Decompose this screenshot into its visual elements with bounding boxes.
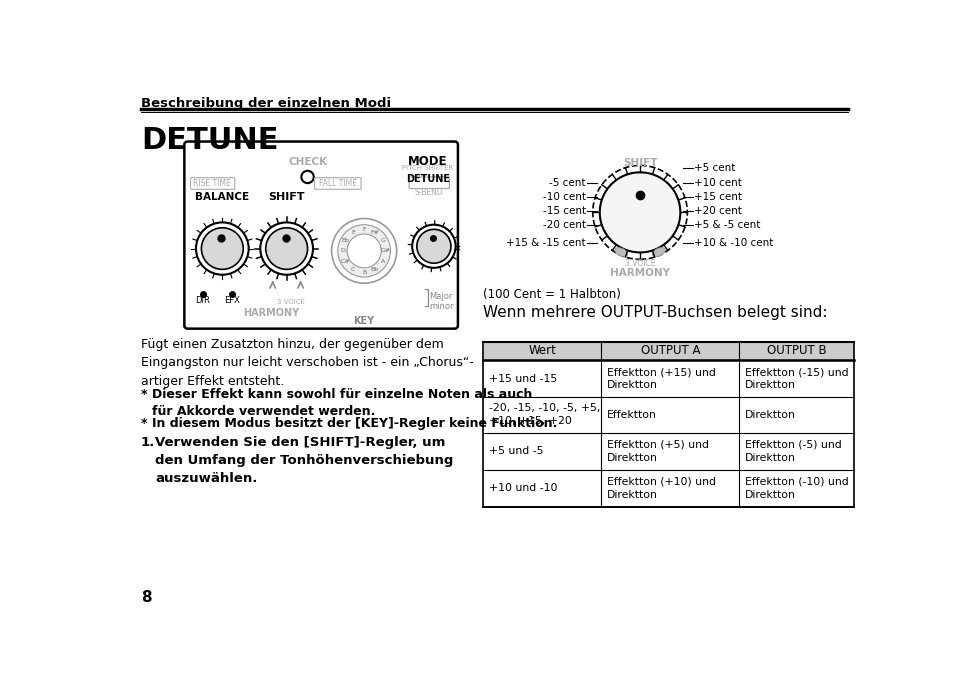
- Ellipse shape: [652, 248, 664, 257]
- Text: G: G: [380, 238, 385, 242]
- Ellipse shape: [614, 248, 627, 257]
- Circle shape: [195, 223, 249, 275]
- Text: HARMONY: HARMONY: [609, 268, 669, 278]
- Text: HARMONY: HARMONY: [243, 308, 299, 318]
- Text: Effektton: Effektton: [606, 410, 656, 420]
- Text: Effektton (+10) und
Direktton: Effektton (+10) und Direktton: [606, 477, 715, 500]
- Circle shape: [592, 166, 686, 259]
- Text: F#: F#: [370, 230, 379, 235]
- Text: G#: G#: [380, 249, 391, 253]
- FancyBboxPatch shape: [191, 178, 234, 189]
- Text: +10 cent: +10 cent: [694, 178, 741, 188]
- Circle shape: [260, 223, 313, 275]
- Text: In diesem Modus besitzt der [KEY]-Regler keine Funktion.: In diesem Modus besitzt der [KEY]-Regler…: [152, 417, 557, 430]
- Text: *: *: [141, 388, 148, 401]
- Text: Effektton (-15) und
Direktton: Effektton (-15) und Direktton: [744, 367, 847, 390]
- Text: +15 und -15: +15 und -15: [488, 373, 557, 384]
- Text: OUTPUT B: OUTPUT B: [766, 344, 825, 357]
- Text: C: C: [351, 267, 355, 272]
- Text: -5 cent: -5 cent: [549, 178, 585, 188]
- Text: Direktton: Direktton: [744, 410, 795, 420]
- Text: Wenn mehrere OUTPUT-Buchsen belegt sind:: Wenn mehrere OUTPUT-Buchsen belegt sind:: [483, 305, 827, 320]
- Text: +10 & -10 cent: +10 & -10 cent: [694, 238, 773, 249]
- Text: SHIFT: SHIFT: [268, 192, 305, 202]
- FancyBboxPatch shape: [409, 177, 449, 189]
- Text: F: F: [362, 227, 366, 232]
- Text: Effektton (+15) und
Direktton: Effektton (+15) und Direktton: [606, 367, 715, 390]
- Text: EFX: EFX: [224, 296, 240, 306]
- Circle shape: [347, 234, 381, 268]
- Text: SHIFT: SHIFT: [622, 158, 657, 168]
- Text: +15 cent: +15 cent: [694, 192, 741, 202]
- Text: +15 & -15 cent: +15 & -15 cent: [506, 238, 585, 249]
- Text: DETUNE: DETUNE: [405, 174, 449, 184]
- Text: (100 Cent = 1 Halbton): (100 Cent = 1 Halbton): [483, 288, 620, 301]
- Text: +5 & -5 cent: +5 & -5 cent: [694, 221, 760, 230]
- Text: +5 cent: +5 cent: [694, 163, 735, 172]
- Circle shape: [416, 230, 451, 263]
- Text: +10 und -10: +10 und -10: [488, 483, 557, 493]
- Text: 3 VOICE: 3 VOICE: [276, 299, 304, 305]
- Text: 8: 8: [141, 589, 152, 605]
- Text: Bb: Bb: [371, 267, 378, 272]
- Text: C#: C#: [340, 259, 350, 264]
- Text: 1.: 1.: [141, 437, 155, 449]
- Text: B: B: [361, 270, 366, 275]
- Text: Beschreibung der einzelnen Modi: Beschreibung der einzelnen Modi: [141, 97, 391, 110]
- Circle shape: [412, 225, 456, 268]
- Text: -20, -15, -10, -5, +5,
+10, +15, +20: -20, -15, -10, -5, +5, +10, +15, +20: [488, 403, 599, 426]
- Circle shape: [301, 171, 314, 183]
- Text: Major: Major: [429, 293, 452, 301]
- FancyBboxPatch shape: [184, 141, 457, 329]
- Text: KEY: KEY: [354, 316, 375, 325]
- Text: OUTPUT A: OUTPUT A: [639, 344, 700, 357]
- Bar: [483, 342, 853, 361]
- Circle shape: [599, 172, 679, 253]
- Text: -15 cent: -15 cent: [542, 206, 585, 216]
- Text: Effektton (-10) und
Direktton: Effektton (-10) und Direktton: [744, 477, 847, 500]
- Circle shape: [266, 227, 307, 270]
- Text: Effektton (-5) und
Direktton: Effektton (-5) und Direktton: [744, 439, 841, 462]
- Text: MODE: MODE: [408, 155, 447, 168]
- Circle shape: [337, 225, 390, 277]
- Text: PITCH SHIFTER: PITCH SHIFTER: [402, 166, 453, 171]
- Circle shape: [332, 219, 396, 283]
- Text: Effektton (+5) und
Direktton: Effektton (+5) und Direktton: [606, 439, 708, 462]
- Text: Fügt einen Zusatzton hinzu, der gegenüber dem
Eingangston nur leicht verschoben : Fügt einen Zusatzton hinzu, der gegenübe…: [141, 338, 474, 388]
- Text: CHECK: CHECK: [288, 157, 327, 167]
- Text: E: E: [351, 230, 355, 235]
- Text: Verwenden Sie den [SHIFT]-Regler, um
den Umfang der Tonhöhenverschiebung
auszuwä: Verwenden Sie den [SHIFT]-Regler, um den…: [154, 437, 453, 485]
- Text: +5 und -5: +5 und -5: [488, 446, 543, 456]
- FancyBboxPatch shape: [314, 178, 360, 189]
- Text: Eb: Eb: [341, 238, 349, 242]
- Bar: [483, 342, 853, 507]
- Text: *: *: [141, 417, 148, 430]
- Text: D: D: [339, 249, 345, 253]
- Text: S-BEND: S-BEND: [415, 187, 443, 197]
- Text: RISE TIME: RISE TIME: [193, 179, 231, 187]
- Text: Dieser Effekt kann sowohl für einzelne Noten als auch
für Akkorde verwendet werd: Dieser Effekt kann sowohl für einzelne N…: [152, 388, 532, 418]
- Text: A: A: [380, 259, 385, 264]
- Circle shape: [201, 227, 243, 270]
- Text: -20 cent: -20 cent: [542, 221, 585, 230]
- Text: FALL TIME: FALL TIME: [318, 179, 356, 187]
- Text: -10 cent: -10 cent: [542, 192, 585, 202]
- Text: 3 VOICE: 3 VOICE: [624, 259, 655, 268]
- Text: minor: minor: [429, 302, 454, 312]
- Text: DIR: DIR: [195, 296, 211, 306]
- Text: DETUNE: DETUNE: [141, 126, 278, 155]
- Text: Wert: Wert: [528, 344, 556, 357]
- Text: BALANCE: BALANCE: [195, 192, 249, 202]
- Text: +20 cent: +20 cent: [694, 206, 741, 216]
